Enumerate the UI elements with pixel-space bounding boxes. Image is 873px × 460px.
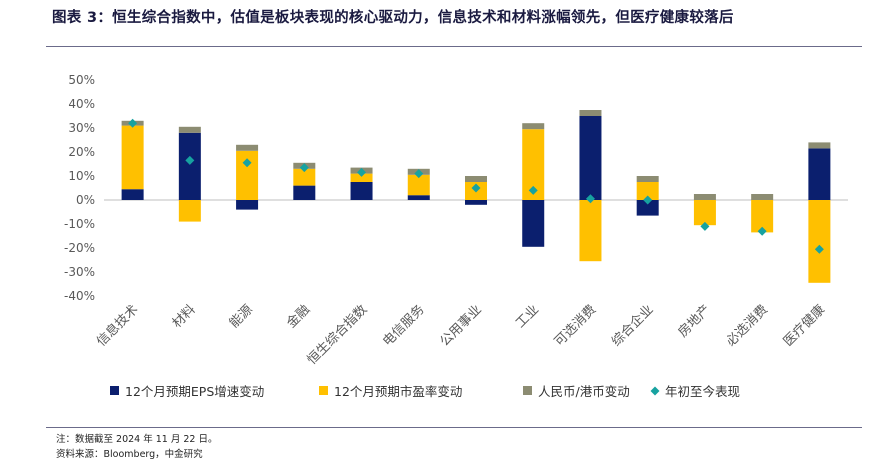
bar-segment: [178, 200, 201, 222]
ytd-marker: [128, 118, 138, 128]
ytd-marker: [471, 183, 481, 193]
bar-segment: [350, 182, 373, 200]
bar-segment: [121, 189, 144, 200]
legend-label: 年初至今表现: [665, 384, 740, 399]
ytd-marker: [299, 163, 309, 173]
x-tick-label: 可选消费: [552, 302, 599, 349]
bar-segment: [293, 185, 316, 200]
y-tick-label: 0%: [76, 193, 95, 207]
bar-segment: [636, 182, 659, 200]
bar-segment: [636, 176, 659, 182]
legend-swatch: [110, 386, 119, 395]
bar-segment: [522, 123, 545, 130]
y-tick-label: -40%: [64, 289, 95, 303]
bar-segment: [808, 148, 831, 200]
bar-segment: [350, 173, 373, 182]
ytd-marker: [700, 221, 710, 231]
x-tick-label: 能源: [227, 302, 256, 331]
bar-segment: [693, 194, 716, 200]
bar-segment: [808, 200, 831, 283]
bar-segment: [236, 150, 259, 200]
bar-segment: [465, 200, 487, 205]
bar-segment: [407, 174, 430, 196]
markers-layer: [128, 118, 824, 254]
y-tick-label: -10%: [64, 217, 95, 231]
ytd-marker: [242, 158, 252, 168]
y-tick-label: 30%: [68, 121, 95, 135]
source-note: 资料来源：Bloomberg，中金研究: [56, 449, 203, 460]
x-tick-label: 综合企业: [608, 302, 656, 350]
y-axis: 50% 40% 30% 20% 10% 0% -10% -20% -30% -40%: [64, 73, 95, 303]
x-tick-label: 医疗健康: [780, 302, 828, 350]
y-tick-label: 20%: [68, 145, 95, 159]
legend: 12个月预期EPS增速变动 12个月预期市盈率变动 人民币/港币变动 年初至今表现: [110, 384, 740, 399]
bar-segment: [751, 200, 774, 233]
top-rule: [46, 46, 862, 47]
bar-segment: [693, 200, 716, 226]
bar-segment: [178, 132, 201, 200]
bar-segment: [808, 142, 831, 149]
bars-layer: [121, 110, 831, 283]
legend-swatch: [523, 386, 532, 395]
ytd-marker: [185, 155, 195, 165]
y-tick-label: 40%: [68, 97, 95, 111]
bar-segment: [178, 126, 201, 133]
x-tick-label: 材料: [170, 302, 199, 331]
x-tick-label: 公用事业: [437, 302, 484, 349]
ytd-marker: [814, 244, 824, 254]
y-tick-label: -20%: [64, 241, 95, 255]
legend-label: 人民币/港币变动: [538, 384, 630, 399]
bottom-rule: [46, 427, 862, 428]
x-tick-label: 信息技术: [93, 302, 141, 350]
x-tick-label: 金融: [283, 302, 313, 332]
x-tick-label: 工业: [513, 302, 542, 331]
x-tick-label: 房地产: [675, 302, 714, 341]
bar-segment: [293, 168, 316, 186]
figure-title: 图表 3：恒生综合指数中，估值是板块表现的核心驱动力，信息技术和材料涨幅领先，但…: [52, 10, 734, 26]
bar-segment: [579, 110, 602, 116]
y-tick-label: -30%: [64, 265, 95, 279]
bar-segment: [236, 200, 259, 210]
ytd-marker: [414, 169, 424, 179]
bar-segment: [636, 200, 659, 216]
bar-segment: [522, 200, 545, 247]
legend-swatch-ytd: [650, 386, 660, 396]
bar-segment: [236, 144, 259, 151]
bar-segment: [121, 125, 144, 190]
x-tick-label: 必选消费: [724, 302, 771, 349]
bar-segment: [579, 200, 602, 262]
ytd-marker: [585, 194, 595, 204]
y-tick-label: 10%: [68, 169, 95, 183]
ytd-marker: [757, 226, 767, 236]
legend-label: 12个月预期市盈率变动: [334, 384, 462, 399]
y-tick-label: 50%: [68, 73, 95, 87]
bar-segment: [751, 194, 774, 200]
legend-label: 12个月预期EPS增速变动: [125, 384, 264, 399]
x-tick-label: 恒生综合指数: [305, 302, 371, 368]
ytd-marker: [528, 185, 538, 195]
bar-segment: [522, 129, 545, 200]
ytd-marker: [643, 195, 653, 205]
x-tick-label: 电信服务: [380, 302, 428, 350]
legend-swatch: [319, 386, 328, 395]
bar-segment: [407, 195, 430, 200]
footnote: 注：数据截至 2024 年 11 月 22 日。: [56, 434, 218, 445]
bar-segment: [465, 176, 487, 182]
bar-segment: [579, 116, 602, 200]
ytd-marker: [357, 167, 367, 177]
